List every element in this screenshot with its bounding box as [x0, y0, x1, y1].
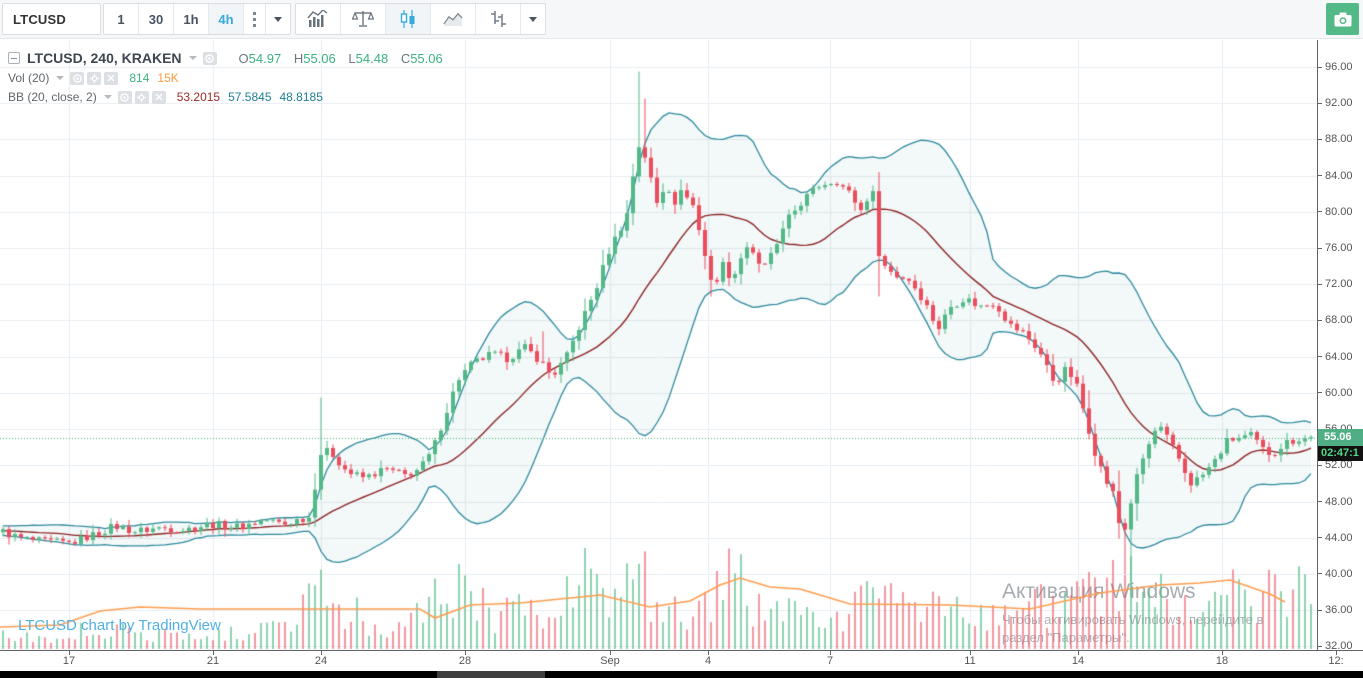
volume-settings-gear-icon[interactable] — [87, 71, 102, 85]
time-tick-label: 28 — [458, 655, 472, 667]
taskbar-strip — [0, 671, 1363, 678]
price-tick-label: 96.00 — [1325, 61, 1353, 73]
interval-1h-button[interactable]: 1h — [174, 4, 209, 34]
price-tick-label: 88.00 — [1325, 133, 1353, 146]
legend-symbol-dropdown-icon[interactable] — [188, 56, 197, 60]
tradingview-attribution-link[interactable]: LTCUSD chart by TradingView — [18, 617, 221, 634]
chart-legend: LTCUSD, 240, KRAKEN O54.97 H55.06 L54.48… — [8, 50, 443, 109]
volume-indicator-label[interactable]: Vol (20) — [8, 71, 50, 85]
time-tick-label: 7 — [826, 655, 834, 667]
bb-eye-icon[interactable] — [117, 90, 132, 104]
volume-eye-icon[interactable] — [70, 71, 85, 85]
interval-more-menu-icon[interactable] — [244, 4, 266, 34]
legend-bb-row: BB (20, close, 2) 53.2015 57.5845 48.818… — [8, 90, 443, 104]
volume-remove-x-icon[interactable] — [104, 71, 119, 85]
time-tick-label: 12: — [1328, 655, 1344, 667]
price-tick-label: 32.00 — [1325, 640, 1353, 653]
time-tick-label: 11 — [964, 655, 976, 667]
bars-style-icon[interactable] — [476, 4, 521, 34]
volume-dropdown-icon[interactable] — [56, 76, 65, 80]
legend-symbol-row: LTCUSD, 240, KRAKEN O54.97 H55.06 L54.48… — [8, 50, 443, 66]
bb-lower-value: 48.8185 — [279, 90, 323, 104]
volume-current-value: 814 — [129, 71, 150, 85]
price-tick-label: 44.00 — [1325, 531, 1353, 544]
time-tick-label: 18 — [1215, 655, 1229, 667]
interval-1m-button[interactable]: 1 — [104, 4, 139, 34]
symbol-group: LTCUSD — [2, 3, 101, 35]
bar-countdown-badge: 02:47:1 — [1318, 446, 1363, 462]
high-value: 55.06 — [303, 50, 336, 66]
price-tick-label: 64.00 — [1325, 350, 1353, 363]
price-tick-label: 76.00 — [1325, 242, 1353, 255]
price-tick-label: 40.00 — [1325, 567, 1353, 580]
price-tick-label: 80.00 — [1325, 205, 1353, 218]
time-tick-label: 4 — [704, 655, 712, 667]
bb-settings-gear-icon[interactable] — [134, 90, 149, 104]
legend-symbol-title[interactable]: LTCUSD, 240, KRAKEN — [27, 50, 182, 66]
candlestick-chart-canvas[interactable] — [0, 40, 1317, 650]
interval-4h-button[interactable]: 4h — [209, 4, 244, 34]
bb-remove-x-icon[interactable] — [151, 90, 166, 104]
price-tick-label: 68.00 — [1325, 314, 1353, 327]
legend-collapse-icon[interactable] — [8, 52, 20, 64]
price-tick-label: 48.00 — [1325, 495, 1353, 508]
time-tick-label: 24 — [314, 655, 328, 667]
interval-group: 1 30 1h 4h — [103, 3, 291, 35]
symbol-visibility-eye-icon[interactable] — [202, 51, 217, 65]
chart-style-group — [295, 3, 546, 35]
legend-volume-row: Vol (20) 814 15K — [8, 71, 443, 85]
price-tick-label: 92.00 — [1325, 97, 1353, 110]
bb-basis-value: 53.2015 — [176, 90, 221, 104]
price-axis[interactable]: 96.00 92.00 88.00 84.00 80.00 76.00 72.00 68.00… — [1317, 40, 1363, 653]
interval-30m-button[interactable]: 30 — [139, 4, 174, 34]
close-value: 55.06 — [410, 50, 443, 66]
taskbar-segment — [437, 671, 545, 678]
price-tick-label: 84.00 — [1325, 169, 1353, 182]
indicators-icon[interactable] — [296, 4, 341, 34]
symbol-button[interactable]: LTCUSD — [13, 11, 66, 27]
bb-dropdown-icon[interactable] — [103, 95, 112, 99]
candlestick-style-icon[interactable] — [386, 4, 431, 34]
time-axis[interactable]: 17 21 24 28 Sep 4 7 11 14 18 12: — [0, 650, 1363, 671]
open-value: 54.97 — [248, 50, 282, 66]
current-price-badge: 55.06 — [1318, 428, 1363, 446]
area-style-icon[interactable] — [431, 4, 476, 34]
interval-dropdown-icon[interactable] — [266, 4, 290, 34]
ohlc-values: O54.97 H55.06 L54.48 C55.06 — [238, 50, 443, 66]
price-tick-label: 36.00 — [1325, 604, 1353, 617]
time-tick-label: 14 — [1071, 655, 1085, 667]
chart-pane[interactable]: Активация Windows Чтобы активировать Win… — [0, 40, 1317, 650]
style-dropdown-icon[interactable] — [521, 4, 545, 34]
volume-ma-value: 15K — [157, 71, 179, 85]
time-tick-label: 17 — [62, 655, 76, 667]
snapshot-camera-button[interactable] — [1326, 3, 1359, 35]
time-tick-label: 21 — [206, 655, 220, 667]
bb-upper-value: 57.5845 — [228, 90, 272, 104]
compare-scales-icon[interactable] — [341, 4, 386, 34]
top-toolbar: LTCUSD 1 30 1h 4h — [0, 0, 1363, 39]
low-value: 54.48 — [355, 50, 389, 66]
camera-icon — [1334, 12, 1351, 26]
price-tick-label: 60.00 — [1325, 386, 1353, 399]
bb-indicator-label[interactable]: BB (20, close, 2) — [8, 90, 97, 104]
time-tick-label: Sep — [600, 655, 620, 667]
price-tick-label: 52.00 — [1325, 459, 1353, 472]
price-tick-label: 72.00 — [1325, 278, 1353, 291]
